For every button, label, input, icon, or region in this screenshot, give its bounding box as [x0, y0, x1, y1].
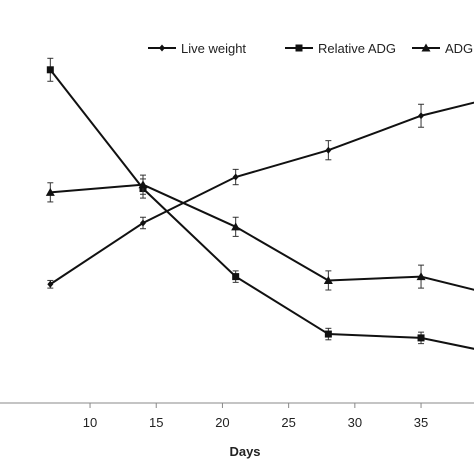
data-point-triangle: [45, 187, 55, 196]
series-line: [49, 101, 474, 286]
data-point-triangle: [323, 275, 333, 284]
chart-legend: Live weight Relative ADG ADG: [148, 41, 473, 56]
data-point-diamond: [139, 219, 146, 227]
data-point-diamond: [47, 280, 54, 288]
x-tick-label: 35: [414, 415, 428, 430]
data-point-diamond: [232, 173, 239, 181]
legend-item: Live weight: [148, 41, 246, 56]
x-tick-label: 30: [348, 415, 362, 430]
data-point-triangle: [138, 180, 148, 189]
x-tick-label: 15: [149, 415, 163, 430]
chart-axes: 10 15 20 25 30 35: [0, 402, 474, 430]
legend-item: Relative ADG: [285, 41, 396, 56]
data-point-diamond: [418, 112, 425, 120]
data-point-square: [232, 273, 240, 281]
series-relative-adg: [46, 57, 474, 350]
data-point-diamond: [159, 44, 165, 52]
data-point-square: [417, 334, 425, 342]
series-line: [49, 69, 474, 350]
data-point-triangle: [231, 222, 241, 231]
data-point-triangle: [416, 272, 426, 281]
data-point-square: [295, 44, 303, 52]
legend-label: Relative ADG: [318, 41, 396, 56]
legend-label: ADG: [445, 41, 473, 56]
series-live-weight: [47, 101, 474, 289]
series-adg: [45, 174, 474, 291]
x-tick-label: 25: [281, 415, 295, 430]
x-tick-label: 20: [215, 415, 229, 430]
chart-series: [45, 57, 474, 350]
data-point-square: [324, 330, 332, 338]
data-point-triangle: [421, 43, 431, 52]
x-tick-label: 10: [83, 415, 97, 430]
x-axis-label: Days: [229, 444, 260, 459]
data-point-diamond: [325, 146, 332, 154]
series-line: [50, 183, 474, 291]
legend-label: Live weight: [181, 41, 246, 56]
data-point-square: [46, 66, 54, 74]
legend-item: ADG: [412, 41, 473, 56]
